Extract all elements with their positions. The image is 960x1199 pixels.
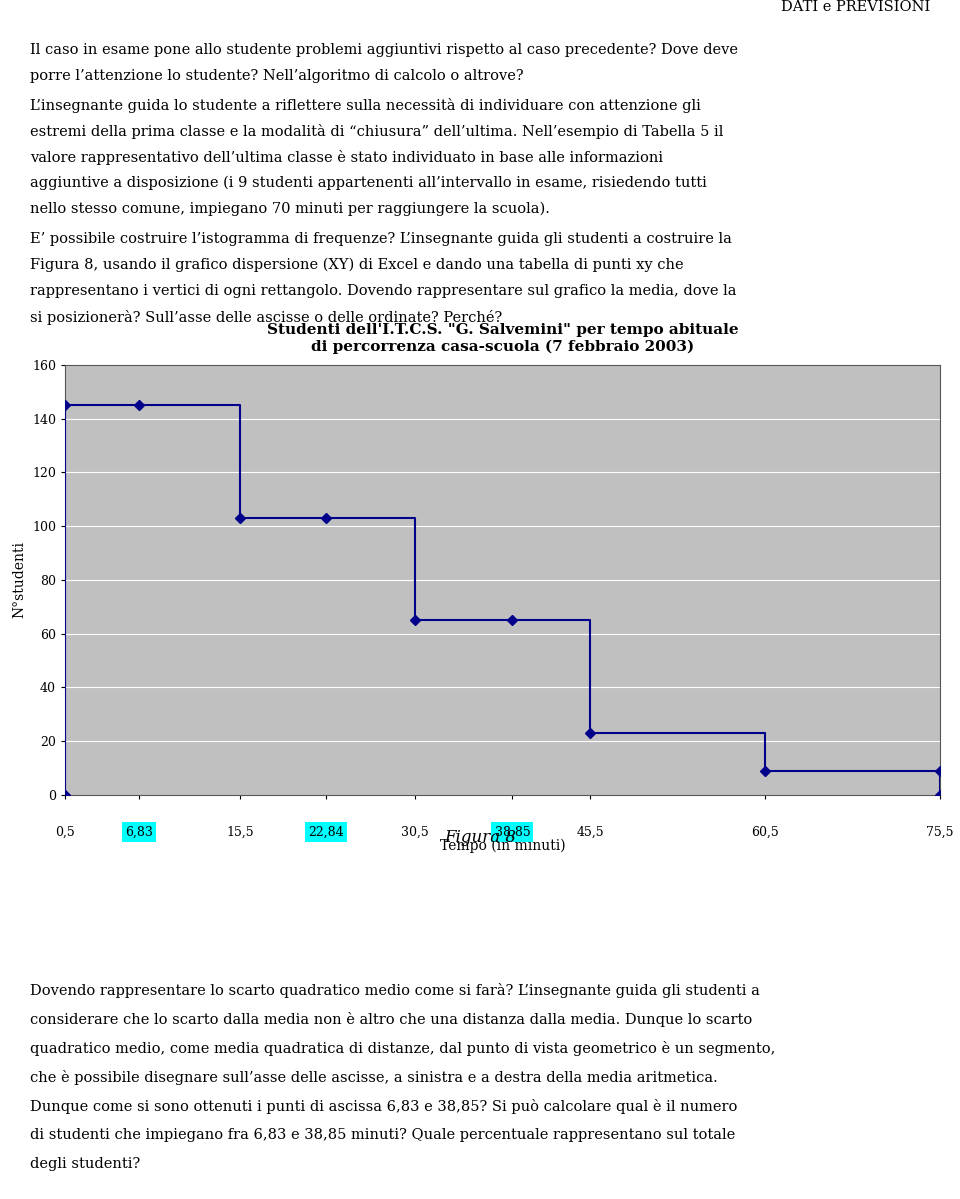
Text: L’insegnante guida lo studente a riflettere sulla necessità di individuare con a: L’insegnante guida lo studente a riflett… (30, 98, 701, 114)
Text: 30,5: 30,5 (401, 826, 429, 838)
Text: valore rappresentativo dell’ultima classe è stato individuato in base alle infor: valore rappresentativo dell’ultima class… (30, 150, 663, 165)
Text: 0,5: 0,5 (55, 826, 75, 838)
Text: DATI e PREVISIONI: DATI e PREVISIONI (780, 0, 930, 14)
Text: Figura 8, usando il grafico dispersione (XY) di Excel e dando una tabella di pun: Figura 8, usando il grafico dispersione … (30, 258, 684, 272)
Text: 6,83: 6,83 (125, 826, 153, 838)
Text: 60,5: 60,5 (751, 826, 779, 838)
Text: di studenti che impiegano fra 6,83 e 38,85 minuti? Quale percentuale rappresenta: di studenti che impiegano fra 6,83 e 38,… (30, 1128, 735, 1141)
Text: 15,5: 15,5 (227, 826, 253, 838)
Text: Dovendo rappresentare lo scarto quadratico medio come si farà? L’insegnante guid: Dovendo rappresentare lo scarto quadrati… (30, 983, 760, 998)
Text: aggiuntive a disposizione (i 9 studenti appartenenti all’intervallo in esame, ri: aggiuntive a disposizione (i 9 studenti … (30, 176, 707, 191)
Text: nello stesso comune, impiegano 70 minuti per raggiungere la scuola).: nello stesso comune, impiegano 70 minuti… (30, 201, 550, 216)
Text: considerare che lo scarto dalla media non è altro che una distanza dalla media. : considerare che lo scarto dalla media no… (30, 1012, 753, 1028)
Text: porre l’attenzione lo studente? Nell’algoritmo di calcolo o altrove?: porre l’attenzione lo studente? Nell’alg… (30, 68, 523, 83)
Text: quadratico medio, come media quadratica di distanze, dal punto di vista geometri: quadratico medio, come media quadratica … (30, 1041, 776, 1056)
Text: Figura 8: Figura 8 (444, 829, 516, 846)
Text: E’ possibile costruire l’istogramma di frequenze? L’insegnante guida gli student: E’ possibile costruire l’istogramma di f… (30, 231, 732, 246)
Text: estremi della prima classe e la modalità di “chiusura” dell’ultima. Nell’esempio: estremi della prima classe e la modalità… (30, 125, 724, 139)
Text: che è possibile disegnare sull’asse delle ascisse, a sinistra e a destra della m: che è possibile disegnare sull’asse dell… (30, 1070, 718, 1085)
Text: Il caso in esame pone allo studente problemi aggiuntivi rispetto al caso precede: Il caso in esame pone allo studente prob… (30, 43, 738, 56)
Text: 45,5: 45,5 (576, 826, 604, 838)
Text: si posizionerà? Sull’asse delle ascisse o delle ordinate? Perché?: si posizionerà? Sull’asse delle ascisse … (30, 309, 502, 325)
Title: Studenti dell'I.T.C.S. "G. Salvemini" per tempo abituale
di percorrenza casa-scu: Studenti dell'I.T.C.S. "G. Salvemini" pe… (267, 324, 738, 354)
Text: 22,84: 22,84 (308, 826, 344, 838)
Text: rappresentano i vertici di ogni rettangolo. Dovendo rappresentare sul grafico la: rappresentano i vertici di ogni rettango… (30, 284, 736, 297)
X-axis label: Tempo (in minuti): Tempo (in minuti) (440, 839, 565, 854)
Text: degli studenti?: degli studenti? (30, 1157, 140, 1171)
Text: Dunque come si sono ottenuti i punti di ascissa 6,83 e 38,85? Si può calcolare q: Dunque come si sono ottenuti i punti di … (30, 1099, 737, 1114)
Text: 38,85: 38,85 (494, 826, 530, 838)
Text: 75,5: 75,5 (926, 826, 953, 838)
Y-axis label: N°studenti: N°studenti (12, 542, 27, 619)
